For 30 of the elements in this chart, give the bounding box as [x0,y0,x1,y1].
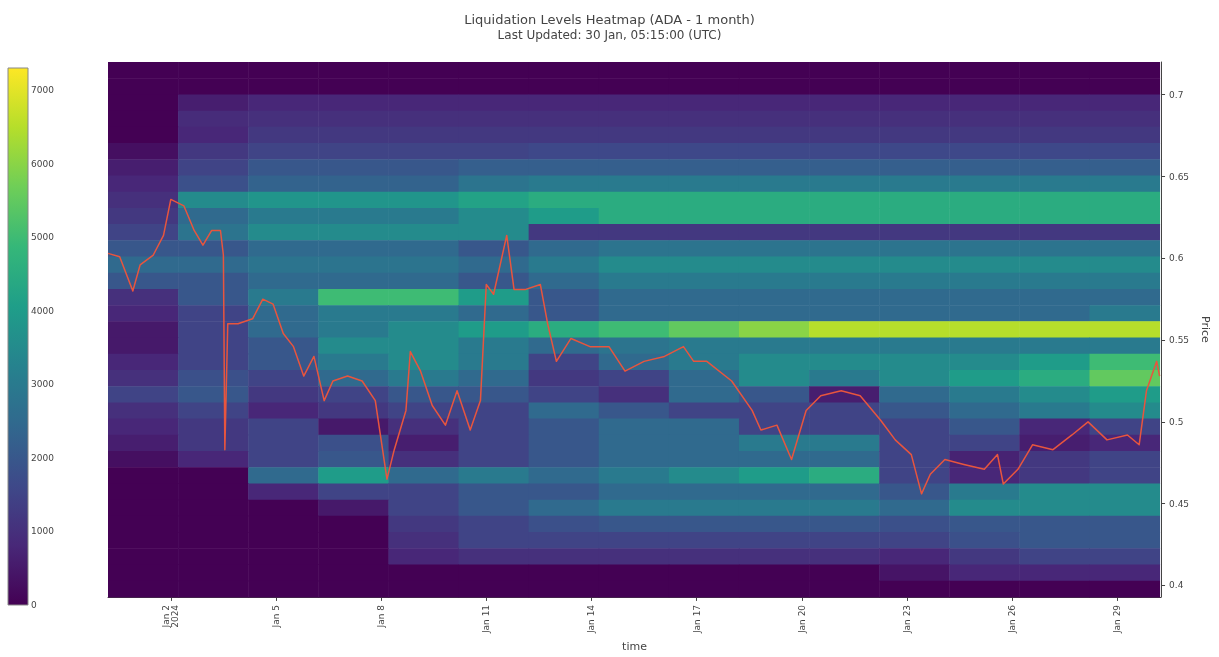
y-tick-label: 0.55 [1169,335,1190,346]
x-tick-label: Jan 26 [1007,604,1018,635]
x-tick-label: Jan 5 [270,604,281,629]
y-tick-label: 0.45 [1169,498,1190,509]
color-bar-label: 4000 [31,305,55,316]
color-bar-label: 7000 [31,85,55,96]
color-bar-label: 5000 [31,232,55,243]
x-tick-label: Jan 29 [1112,604,1123,635]
x-tick-label: Jan 14 [586,604,597,635]
color-bar-label: 2000 [31,452,55,463]
x-tick-label: Jan 17 [691,604,702,635]
y-tick-label: 0.4 [1169,580,1184,591]
x-tick-label: Jan 20 [796,604,807,635]
y-tick-label: 0.5 [1169,416,1184,427]
x-tick-label: Jan 23 [901,604,912,635]
color-bar-label: 3000 [31,379,55,390]
color-bar-label: 1000 [31,526,55,537]
color-bar-label: 0 [31,600,37,610]
x-axis-title: time [622,640,648,653]
y-tick-label: 0.65 [1169,171,1190,182]
x-tick-label: Jan 2 2024 [161,604,181,629]
color-bar-label: 6000 [31,158,55,169]
y-axis-title: Price [1199,316,1212,344]
chart-subtitle: Last Updated: 30 Jan, 05:15:00 (UTC) [497,28,722,42]
y-tick-label: 0.7 [1169,89,1184,100]
y-tick-label: 0.6 [1169,253,1184,264]
chart-title: Liquidation Levels Heatmap (ADA - 1 month) [464,12,755,27]
x-tick-label: Jan 8 [376,604,387,629]
x-tick-label: Jan 11 [481,604,492,635]
line-series [107,198,1161,495]
